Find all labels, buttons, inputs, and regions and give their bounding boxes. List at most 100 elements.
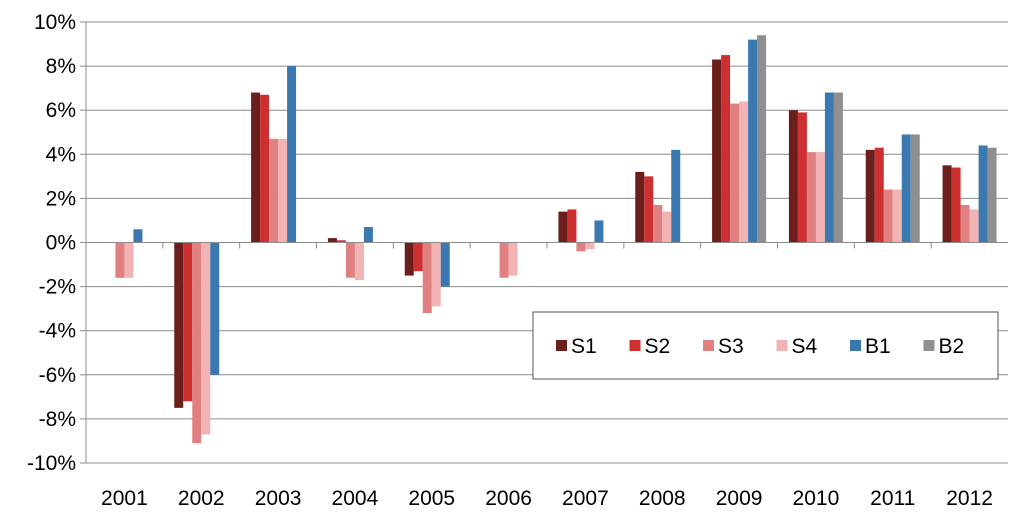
bar-s1 — [251, 92, 261, 243]
x-tick-label: 2011 — [870, 487, 915, 507]
bar-b1 — [287, 66, 297, 243]
bar-s3 — [269, 138, 279, 243]
bar-s2 — [644, 176, 654, 243]
y-tick-label: -10% — [27, 452, 76, 475]
bar-s3 — [730, 103, 740, 243]
y-tick-label: 4% — [46, 143, 76, 166]
bar-s2 — [797, 112, 807, 243]
bar-b1 — [133, 229, 143, 243]
legend-swatch-b2 — [923, 340, 935, 351]
legend-label-s3: S3 — [718, 335, 744, 358]
x-tick-label: 2002 — [178, 487, 225, 507]
axes — [80, 21, 1008, 464]
bar-b1 — [440, 242, 450, 287]
bar-s4 — [739, 101, 749, 243]
legend-swatch-s1 — [556, 340, 567, 351]
legend-swatch-s2 — [629, 340, 641, 351]
bar-s4 — [662, 211, 672, 243]
bar-b1 — [748, 39, 758, 243]
x-tick-label: 2010 — [793, 487, 840, 507]
legend-label-s1: S1 — [571, 335, 597, 358]
bar-s1 — [635, 171, 645, 243]
bar-s3 — [806, 152, 816, 243]
x-tick-label: 2007 — [562, 487, 609, 507]
bar-s3 — [653, 205, 663, 243]
bar-s1 — [174, 242, 184, 408]
bar-s2 — [951, 167, 961, 243]
bar-b2 — [833, 92, 843, 243]
x-tick-label: 2008 — [639, 487, 686, 507]
x-tick-labels: 2001 2002 2003 2004 2005 2006 2007 2008 2009 2010… — [101, 487, 993, 510]
y-tick-label: 2% — [46, 187, 76, 210]
y-tick-label: 8% — [46, 55, 76, 78]
bar-s2 — [183, 242, 193, 402]
bars — [115, 35, 997, 444]
bar-s1 — [404, 242, 414, 276]
bar-s2 — [336, 240, 346, 243]
bar-s4 — [969, 209, 979, 243]
bar-s1 — [712, 59, 722, 243]
legend-box — [532, 311, 999, 380]
legend-swatch-s3 — [703, 340, 714, 351]
bar-s3 — [960, 205, 970, 243]
x-tick-label: 2001 — [101, 487, 148, 507]
y-tick-label: -4% — [39, 320, 76, 343]
bar-b1 — [594, 220, 604, 243]
bar-s3 — [192, 242, 202, 444]
bar-s1 — [558, 211, 568, 243]
bar-s2 — [413, 242, 423, 272]
bar-s4 — [892, 189, 902, 243]
legend: S1 S2 S3 S4 B1 B2 — [532, 311, 999, 380]
x-tick-label: 2003 — [255, 487, 302, 507]
y-tick-label: -8% — [39, 408, 76, 431]
bar-s1 — [327, 238, 337, 243]
bar-s2 — [721, 55, 731, 243]
bar-s2 — [874, 147, 884, 243]
y-tick-label: 0% — [46, 232, 76, 255]
legend-label-s2: S2 — [645, 335, 671, 358]
x-tick-label: 2005 — [408, 487, 455, 507]
y-tick-label: 6% — [46, 99, 76, 122]
legend-swatch-s4 — [776, 340, 788, 351]
bar-s3 — [345, 242, 355, 278]
bar-s1 — [942, 165, 952, 243]
bar-s2 — [260, 94, 270, 243]
bar-s3 — [499, 242, 509, 278]
legend-swatch-b1 — [850, 340, 861, 351]
y-tick-labels: 10% 8% 6% 4% 2% 0% -2% -4% -6% -8% -10% — [27, 11, 76, 475]
bar-b1 — [824, 92, 834, 243]
bar-s4 — [354, 242, 364, 280]
y-tick-label: -2% — [39, 276, 76, 299]
bar-b1 — [210, 242, 220, 375]
bar-s4 — [278, 138, 288, 243]
bar-s4 — [201, 242, 211, 435]
bar-s1 — [865, 149, 875, 243]
bar-s4 — [815, 152, 825, 243]
legend-label-b1: B1 — [865, 335, 891, 358]
y-tick-label: -6% — [39, 364, 76, 387]
legend-label-s4: S4 — [792, 335, 818, 358]
x-tick-label: 2004 — [332, 487, 379, 507]
legend-label-b2: B2 — [939, 335, 965, 358]
bar-b1 — [978, 145, 988, 243]
bar-s3 — [422, 242, 432, 314]
bar-s2 — [567, 209, 577, 243]
bar-b1 — [901, 134, 911, 243]
x-tick-label: 2006 — [485, 487, 532, 507]
bar-s3 — [576, 242, 586, 252]
bar-b2 — [987, 147, 997, 243]
bar-b1 — [671, 149, 681, 243]
x-tick-label: 2012 — [946, 487, 993, 507]
bar-s4 — [124, 242, 134, 278]
bar-s4 — [431, 242, 441, 307]
bar-s1 — [788, 110, 798, 243]
bar-s4 — [508, 242, 518, 276]
bar-s3 — [115, 242, 125, 278]
bar-s4 — [585, 242, 595, 250]
bar-s3 — [883, 189, 893, 243]
bar-b1 — [363, 227, 373, 243]
x-tick-label: 2009 — [716, 487, 763, 507]
bar-b2 — [910, 134, 920, 243]
